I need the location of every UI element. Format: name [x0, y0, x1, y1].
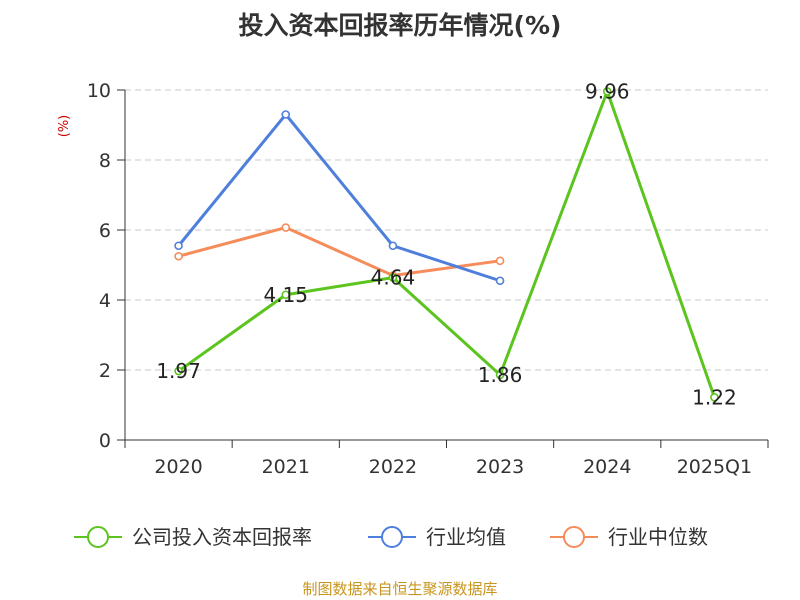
- data-label: 9.96: [585, 79, 630, 103]
- legend-label-1: 行业均值: [426, 525, 506, 549]
- series-line-0: [177, 89, 716, 398]
- legend-marker-2: [563, 526, 585, 548]
- data-point-0: [710, 392, 719, 402]
- data-point-1: [388, 241, 398, 251]
- x-tick-label: 2020: [154, 456, 202, 478]
- x-tick-label: 2024: [583, 456, 631, 478]
- data-point-0: [495, 370, 505, 380]
- chart-title: 投入资本回报率历年情况(%): [239, 11, 562, 40]
- x-tick-label: 2025Q1: [677, 456, 752, 478]
- y-tick-label: 0: [99, 430, 111, 452]
- data-point-0: [281, 290, 291, 300]
- legend-marker-0: [87, 526, 109, 548]
- y-tick-label: 10: [87, 80, 111, 102]
- data-point-1: [174, 241, 183, 251]
- series-line-1: [177, 113, 501, 283]
- data-label: 4.64: [371, 266, 416, 290]
- data-point-2: [281, 223, 291, 232]
- data-label: 1.22: [692, 385, 737, 409]
- data-label: 1.86: [478, 363, 523, 387]
- data-point-0: [602, 87, 612, 96]
- y-tick-label: 6: [99, 220, 111, 242]
- data-point-1: [281, 110, 291, 119]
- data-point-1: [495, 276, 505, 286]
- series-layer: [174, 87, 719, 402]
- legend: 公司投入资本回报率 行业均值 行业中位数: [74, 525, 708, 549]
- x-tick-label: 2023: [476, 456, 524, 478]
- data-point-0: [174, 366, 183, 376]
- data-point-2: [495, 256, 505, 266]
- y-tick-label: 4: [99, 290, 111, 312]
- y-tick-label: 8: [99, 150, 111, 172]
- legend-marker-1: [381, 526, 403, 548]
- data-label: 1.97: [156, 359, 201, 383]
- data-point-0: [388, 273, 398, 282]
- x-tick-label: 2022: [369, 456, 417, 478]
- axes: 0 2 4 6 8 10 2020 2021 2022 2023 2024 2025Q1: [87, 80, 769, 478]
- y-tick-label: 2: [99, 360, 111, 382]
- x-tick-label: 2021: [262, 456, 310, 478]
- data-point-2: [174, 251, 183, 261]
- data-labels-layer: 1.97 4.15 4.64 1.86 9.96 1.22: [156, 79, 736, 409]
- data-label: 4.15: [263, 283, 308, 307]
- y-axis-unit-label: (%): [57, 115, 72, 138]
- source-note: 制图数据来自恒生聚源数据库: [302, 580, 497, 598]
- grid-lines: [125, 89, 768, 371]
- series-line-2: [178, 226, 501, 277]
- legend-label-0: 公司投入资本回报率: [132, 525, 312, 549]
- legend-label-2: 行业中位数: [608, 525, 708, 549]
